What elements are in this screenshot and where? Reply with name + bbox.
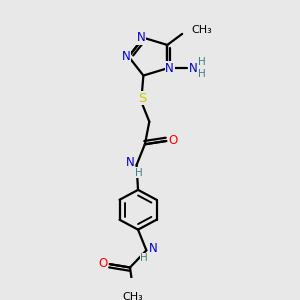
Text: N: N	[126, 156, 134, 169]
Text: N: N	[136, 31, 146, 44]
Text: CH₃: CH₃	[191, 25, 212, 35]
Text: N: N	[165, 62, 174, 75]
Text: H: H	[198, 69, 206, 80]
Text: H: H	[140, 253, 148, 263]
Text: H: H	[198, 57, 206, 67]
Text: S: S	[138, 92, 146, 105]
Text: O: O	[99, 257, 108, 270]
Text: N: N	[122, 50, 130, 63]
Text: N: N	[189, 62, 198, 75]
Text: O: O	[168, 134, 177, 147]
Text: CH₃: CH₃	[123, 292, 143, 300]
Text: H: H	[135, 168, 143, 178]
Text: N: N	[148, 242, 157, 255]
